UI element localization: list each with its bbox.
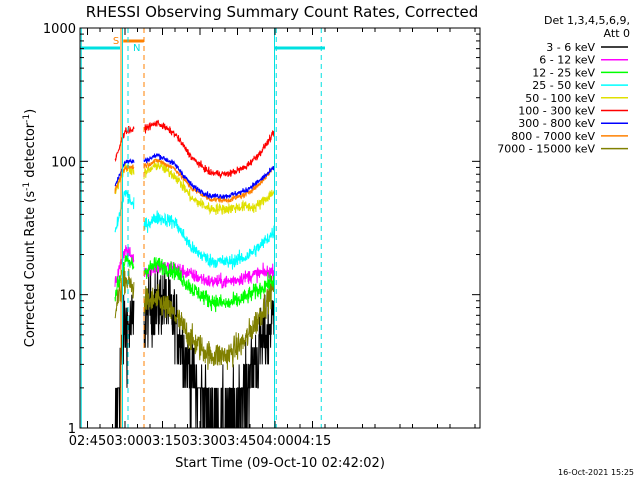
chart-title: RHESSI Observing Summary Count Rates, Co…: [86, 3, 479, 21]
series-7000_15000keV: [114, 266, 275, 370]
y-tick-label: 1000: [43, 22, 76, 37]
series-line-7-segment-1: [114, 158, 135, 187]
legend-label-5: 50 - 100 keV: [525, 92, 595, 105]
series-line-4-segment-1: [114, 189, 135, 233]
x-tick-label: 02:45: [69, 434, 106, 449]
series-3_6keV: [114, 260, 275, 429]
x-tick-label: 03:45: [219, 434, 256, 449]
detector-header-line2: Att 0: [604, 27, 630, 40]
series-800_7000keV: [114, 158, 275, 205]
series-line-4-segment-2: [143, 210, 275, 270]
x-tick-label: 03:00: [106, 434, 143, 449]
legend-label-1: 3 - 6 keV: [546, 41, 595, 54]
plot-area: SN: [80, 28, 325, 429]
y-tick-label: 100: [51, 155, 76, 170]
series-line-5-segment-2: [143, 160, 275, 216]
y-axis: 1 10 100 1000: [43, 22, 480, 437]
plot-frame: [79, 27, 481, 429]
y-axis-label: Corrected Count Rate (s-1 detector-1): [22, 109, 38, 347]
legend-label-8: 800 - 7000 keV: [511, 130, 595, 143]
legend-label-4: 25 - 50 keV: [532, 79, 595, 92]
legend-label-3: 12 - 25 keV: [532, 66, 595, 79]
legend-label-6: 100 - 300 keV: [518, 105, 595, 118]
series-300_800keV: [114, 153, 275, 200]
series-25_50keV: [114, 189, 275, 270]
y-axis-label-sup1: -1: [22, 182, 32, 191]
detector-header-line1: Det 1,3,4,5,6,9,: [544, 14, 630, 27]
series-line-1-segment-1: [114, 294, 135, 429]
series-line-1-segment-2: [143, 260, 275, 429]
y-tick-label: 1: [68, 422, 76, 437]
legend-label-2: 6 - 12 keV: [539, 54, 595, 67]
legend-label-7: 300 - 800 keV: [518, 117, 595, 130]
generation-timestamp: 16-Oct-2021 15:25: [558, 468, 634, 477]
x-tick-label: 04:00: [256, 434, 293, 449]
series-line-8-segment-1: [114, 164, 135, 194]
x-axis-label: Start Time (09-Oct-10 02:42:02): [175, 456, 385, 471]
y-axis-label-sup2: -1: [22, 114, 32, 123]
series-12_25keV: [114, 253, 275, 313]
night-label: N: [133, 43, 140, 54]
series-line-3-segment-1: [114, 253, 135, 302]
series-line-9-segment-1: [114, 266, 135, 319]
series-line-6-segment-2: [143, 119, 275, 180]
y-tick-label: 10: [59, 289, 76, 304]
y-axis-label-main: Corrected Count Rate (s: [23, 191, 38, 348]
x-tick-label: 03:15: [144, 434, 181, 449]
series-line-2-segment-1: [114, 245, 135, 287]
y-axis-label-end: ): [23, 109, 38, 114]
x-tick-label: 04:15: [294, 434, 331, 449]
series-line-3-segment-2: [143, 257, 275, 313]
series-100_300keV: [114, 119, 275, 180]
y-axis-label-mid: detector: [23, 122, 38, 182]
x-axis: 02:45 03:00 03:15 03:30 03:45 04:00 04:15: [69, 28, 476, 449]
legend-label-9: 7000 - 15000 keV: [497, 143, 595, 156]
series-line-8-segment-2: [143, 158, 275, 205]
saa-label: S: [113, 36, 119, 47]
series-line-6-segment-1: [114, 125, 135, 163]
series-line-9-segment-2: [143, 271, 275, 370]
series-line-7-segment-2: [143, 153, 275, 200]
x-tick-label: 03:30: [181, 434, 218, 449]
